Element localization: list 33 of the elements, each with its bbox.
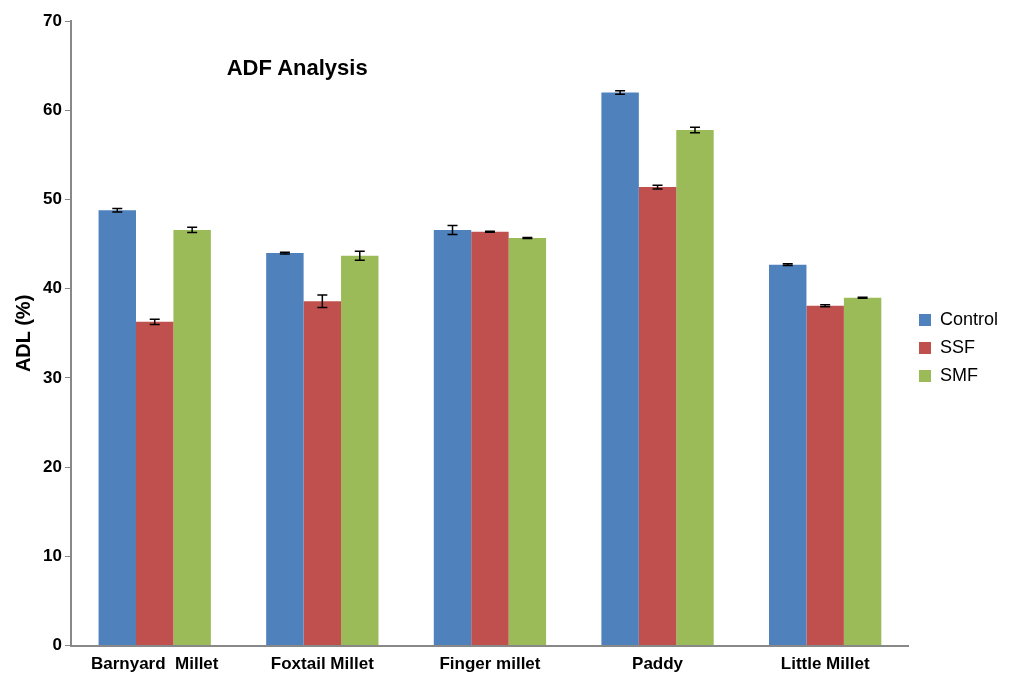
bar	[266, 253, 304, 646]
bar	[341, 255, 379, 646]
bar	[303, 301, 342, 646]
y-tick-label: 50	[42, 189, 62, 209]
x-tick-label: Finger millet	[439, 654, 541, 674]
x-tick-label: Foxtail Millet	[270, 654, 375, 674]
bar	[173, 229, 211, 646]
y-tick-label: 20	[42, 456, 62, 476]
y-tick-label: 40	[42, 278, 62, 298]
legend-label: SMF	[939, 364, 978, 385]
bar	[508, 237, 547, 646]
legend-label: Control	[939, 308, 999, 329]
y-tick-label: 60	[42, 100, 62, 120]
y-axis-title: ADL (%)	[11, 294, 34, 373]
y-tick-label: 10	[42, 546, 62, 566]
bar	[638, 187, 677, 646]
legend-label: SSF	[939, 336, 975, 357]
x-tick-label: Barnyard Millet	[90, 654, 219, 674]
bar	[433, 229, 472, 646]
text: ADF Analysis	[226, 55, 368, 81]
bar	[601, 92, 639, 646]
bar	[843, 297, 882, 646]
y-tick-label: 30	[42, 367, 62, 387]
x-tick-label: Paddy	[632, 654, 684, 674]
bar	[136, 321, 174, 646]
bar	[676, 130, 714, 646]
bar	[806, 305, 844, 646]
bar	[769, 264, 807, 646]
x-tick-label: Little Millet	[780, 654, 870, 674]
bar	[98, 210, 136, 646]
bar	[471, 231, 509, 646]
y-tick-label: 70	[42, 10, 62, 30]
y-tick-label: 0	[52, 635, 62, 655]
